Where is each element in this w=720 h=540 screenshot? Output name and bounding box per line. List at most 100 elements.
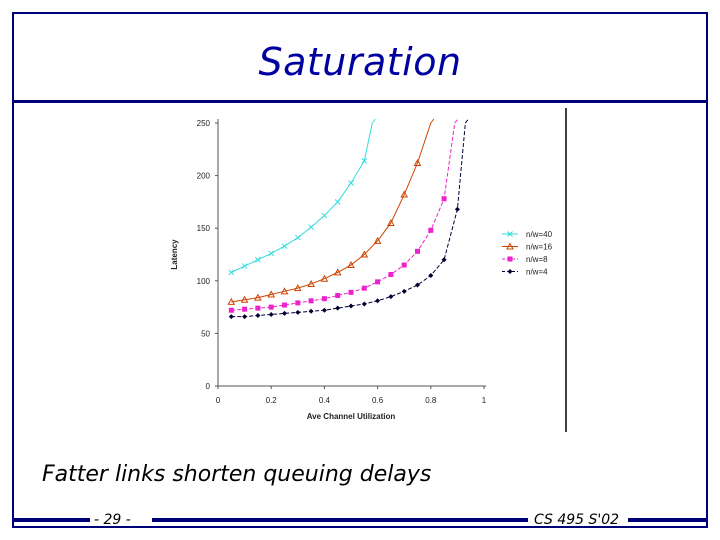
- legend-entry-2: n/w=16: [502, 242, 553, 252]
- series-2-asymptote: [430, 118, 435, 124]
- series-4-point: [454, 206, 460, 212]
- series-4-point: [242, 314, 248, 320]
- legend-entry-3: n/w=8: [502, 255, 548, 264]
- series-2-point: [347, 260, 355, 269]
- footer-left-rule: [12, 518, 90, 522]
- series-1-line: [231, 122, 373, 273]
- series-3-asymptote: [454, 118, 459, 124]
- series-3-point: [375, 279, 381, 285]
- series-3-point: [268, 304, 274, 310]
- series-1-point: [308, 224, 314, 231]
- series-3-point: [335, 293, 341, 299]
- series-2-point: [267, 290, 276, 298]
- series-2-point: [293, 284, 302, 292]
- series-1-point: [228, 269, 235, 276]
- legend-swatch-marker: [507, 269, 513, 274]
- x-tick-label: 0.2: [266, 396, 278, 405]
- x-tick-label: 0.6: [372, 396, 384, 405]
- series-1-point: [334, 199, 341, 205]
- series-4-point: [282, 310, 287, 316]
- series-4-asymptote: [464, 118, 469, 124]
- series-3-point: [255, 305, 261, 311]
- series-1-point: [294, 234, 301, 241]
- footer-middle-rule: [152, 518, 528, 522]
- legend-label: n/w=8: [526, 255, 548, 264]
- legend-swatch-marker: [506, 242, 514, 250]
- chart-legend: n/w=40 n/w=16 n/w=8 n/w=4: [502, 230, 553, 277]
- series-4-point: [361, 301, 367, 307]
- legend-swatch-marker: [507, 256, 513, 262]
- series-4-point: [401, 288, 407, 294]
- series-4-point: [335, 305, 341, 311]
- series-4-point: [295, 309, 301, 315]
- series-1-asymptote: [371, 118, 376, 124]
- series-4-point: [321, 307, 327, 313]
- series-4-point: [228, 314, 234, 320]
- series-4-point: [375, 298, 381, 304]
- series-3-point: [388, 271, 394, 277]
- series-2-line: [231, 122, 432, 303]
- series-2-point: [373, 236, 382, 244]
- series-3-point: [441, 196, 447, 202]
- chart-markers: [227, 158, 460, 320]
- series-1-point: [241, 263, 248, 269]
- series-4-point: [415, 282, 420, 288]
- series-3-point: [308, 298, 314, 304]
- y-tick-label: 0: [206, 382, 211, 391]
- slide-frame: [12, 12, 708, 528]
- x-axis-title: Ave Channel Utilization: [307, 412, 396, 421]
- slide-caption: Fatter links shorten queuing delays: [42, 462, 432, 487]
- series-4-point: [388, 294, 394, 300]
- legend-swatch-marker: [507, 231, 513, 237]
- series-4-point: [428, 273, 434, 279]
- y-axis-title: Latency: [170, 239, 179, 270]
- series-3-point: [361, 285, 367, 291]
- series-4-line: [231, 122, 466, 318]
- series-4-point: [308, 308, 314, 314]
- x-tick-label: 0: [216, 396, 221, 405]
- series-3-point: [228, 307, 234, 313]
- series-2-point: [387, 218, 395, 226]
- series-3-point: [428, 227, 434, 233]
- y-tick-label: 50: [201, 329, 210, 338]
- chart-curves: [231, 118, 469, 318]
- series-2-point: [240, 295, 249, 303]
- series-2-point: [254, 293, 262, 301]
- series-3-point: [401, 262, 407, 268]
- series-2-point: [307, 279, 315, 287]
- series-1-point: [361, 158, 368, 164]
- series-3-point: [282, 302, 287, 308]
- y-tick-label: 200: [197, 172, 211, 181]
- y-tick-label: 100: [197, 277, 211, 286]
- series-2-point: [360, 250, 369, 258]
- series-4-point: [268, 311, 274, 317]
- series-3-point: [321, 296, 327, 302]
- series-4-point: [348, 303, 354, 309]
- slide-title: Saturation: [258, 40, 462, 84]
- series-3-point: [415, 248, 420, 254]
- series-2-point: [333, 268, 342, 276]
- series-1-point: [281, 243, 288, 249]
- series-3-point: [348, 289, 354, 295]
- page-number: - 29 -: [94, 512, 131, 528]
- legend-entry-4: n/w=4: [502, 268, 548, 277]
- course-label: CS 495 S'02: [534, 512, 620, 528]
- legend-label: n/w=40: [526, 230, 553, 239]
- series-2-point: [227, 297, 236, 305]
- series-2-point: [413, 158, 422, 166]
- series-2-point: [400, 190, 409, 198]
- title-rule: [12, 100, 708, 103]
- x-tick-label: 0.8: [425, 396, 437, 405]
- legend-label: n/w=16: [526, 243, 553, 252]
- series-1-point: [255, 256, 261, 263]
- x-tick-label: 0.4: [319, 396, 331, 405]
- chart-axes: 0 50 100 150 200 250 0 0.2 0.4 0.6 0.8 1 Ave Channel…: [170, 108, 567, 432]
- series-4-point: [441, 257, 447, 263]
- y-tick-label: 150: [197, 224, 211, 233]
- footer-right-rule: [628, 518, 708, 522]
- series-4-point: [255, 313, 261, 319]
- series-2-point: [280, 287, 289, 295]
- y-tick-label: 250: [197, 119, 211, 128]
- series-3-point: [242, 306, 248, 312]
